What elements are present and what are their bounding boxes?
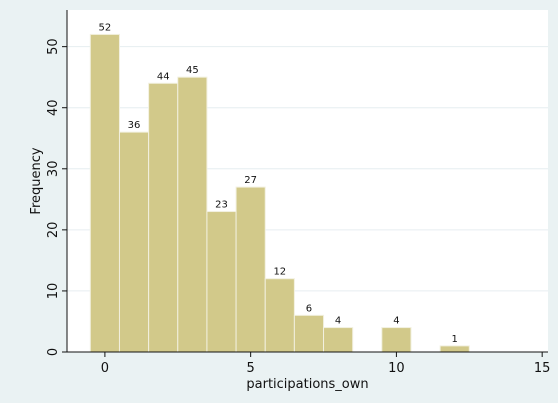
y-axis-title: Frequency xyxy=(29,147,44,214)
axes: 0 10 20 30 40 50 0 5 10 15 xyxy=(46,10,550,376)
bar-value-label: 52 xyxy=(99,22,112,33)
y-tick-label: 0 xyxy=(46,348,61,356)
histogram-bar xyxy=(323,327,354,353)
histogram-bar xyxy=(148,82,179,353)
bar-value-label: 1 xyxy=(452,334,458,345)
histogram-bar xyxy=(235,186,266,353)
bars xyxy=(89,33,470,353)
y-tick-label: 40 xyxy=(46,99,61,116)
bar-value-label: 45 xyxy=(186,65,199,76)
bar-value-label: 23 xyxy=(215,200,228,211)
bar-value-label: 27 xyxy=(244,175,257,186)
bar-value-label: 6 xyxy=(306,303,312,314)
histogram-bar xyxy=(293,314,325,353)
x-tick-label: 10 xyxy=(388,361,405,376)
y-tick-label: 20 xyxy=(46,222,61,239)
y-tick-label: 50 xyxy=(46,38,61,55)
y-tick-label: 30 xyxy=(46,161,61,178)
bar-value-label: 44 xyxy=(157,71,170,82)
histogram-bar xyxy=(439,345,470,353)
histogram-bar xyxy=(206,211,237,353)
bar-value-label: 36 xyxy=(128,120,141,131)
bar-value-label: 12 xyxy=(273,267,286,278)
bar-value-label: 4 xyxy=(335,316,341,327)
bar-value-label: 4 xyxy=(393,316,399,327)
x-tick-label: 5 xyxy=(247,361,255,376)
histogram-bar xyxy=(381,327,412,353)
histogram-bar xyxy=(177,76,208,353)
histogram-bar xyxy=(89,33,120,353)
histogram-bar xyxy=(118,131,150,353)
x-tick-label: 15 xyxy=(534,361,551,376)
x-axis-title: participations_own xyxy=(246,377,368,392)
y-tick-label: 10 xyxy=(46,283,61,300)
histogram-bar xyxy=(264,278,295,353)
x-tick-label: 0 xyxy=(101,361,109,376)
